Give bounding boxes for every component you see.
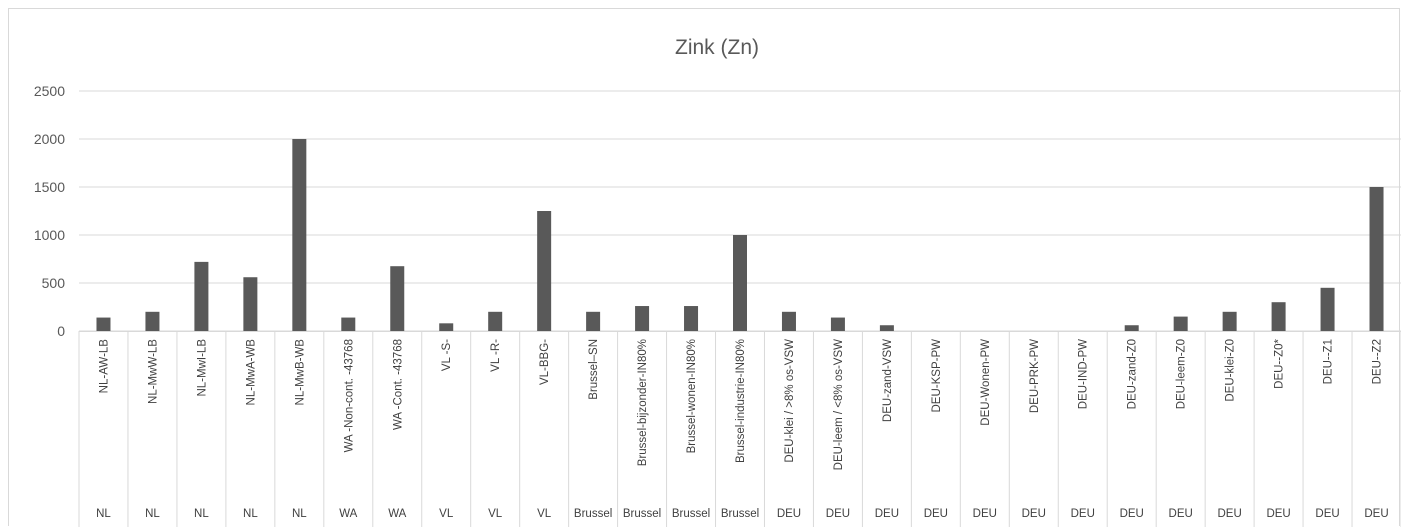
x-tick-label: DEU-klei / >8% os-VSW [784, 339, 796, 463]
x-tick-label: DEU--Z1 [1323, 339, 1335, 384]
x-tick-label: NL-MwA-WB [245, 339, 257, 406]
x-tick-label: NL-AW-LB [98, 339, 110, 394]
group-label: Brussel [721, 508, 759, 520]
bar [488, 311, 503, 331]
x-tick-label: DEU-PRK-PW [1029, 339, 1041, 413]
bar [194, 261, 209, 331]
group-label: NL [292, 508, 307, 520]
group-label: DEU [1315, 508, 1339, 520]
x-tick-label: WA -Cont. -43768 [392, 339, 404, 430]
x-tick-label: NL-MwW-LB [147, 339, 159, 404]
group-label: NL [243, 508, 258, 520]
group-label: DEU [1169, 508, 1193, 520]
chart-frame: Zink (Zn) 0 500 1000 1500 2000 2500 NL-AW-LB N… [8, 8, 1401, 527]
y-tick-label: 2500 [34, 83, 65, 99]
group-label: VL [439, 508, 454, 520]
x-tick-label: VL-BBG- [539, 339, 551, 385]
bar [1369, 187, 1384, 331]
group-label: WA [339, 508, 357, 520]
x-tick-label: WA -Non-cont. -43768 [343, 339, 355, 452]
bar [879, 325, 894, 331]
x-tick-label: DEU--Z0* [1274, 338, 1286, 388]
bar [390, 266, 405, 331]
x-tick-label: DEU-leem / <8% os-VSW [833, 339, 845, 470]
group-label: DEU [1071, 508, 1095, 520]
group-label: DEU [973, 508, 997, 520]
x-tick-label: Brussel-wonen-IN80% [686, 339, 698, 453]
group-label: NL [194, 508, 209, 520]
group-label: DEU [826, 508, 850, 520]
bar [292, 139, 307, 331]
bar [1271, 302, 1286, 331]
bar [684, 306, 699, 331]
group-label: DEU [1120, 508, 1144, 520]
x-tick-label: DEU-Wonen-PW [980, 339, 992, 426]
bar [1320, 287, 1335, 331]
bar [635, 306, 650, 331]
bar [341, 317, 356, 331]
bar [96, 317, 111, 331]
bar [733, 235, 747, 331]
x-tick-label: Brussel-industrie-IN80% [735, 339, 747, 463]
chart-title: Zink (Zn) [675, 36, 759, 59]
group-label: Brussel [574, 508, 612, 520]
group-label: DEU [924, 508, 948, 520]
bar [830, 317, 845, 331]
x-axis-tick-labels: NL-AW-LB NL-MwW-LB NL-MwI-LB NL-MwA-WB NL-Mw… [98, 338, 1383, 470]
group-label: NL [96, 508, 111, 520]
y-tick-label: 2000 [34, 131, 65, 147]
y-tick-label: 1000 [34, 227, 65, 243]
bar [1124, 325, 1139, 331]
bars [96, 139, 1384, 331]
x-tick-label: Brussel–SN [588, 339, 600, 400]
group-label: DEU [875, 508, 899, 520]
x-tick-label: DEU-IND-PW [1078, 339, 1090, 409]
x-tick-label: NL-MwB-WB [294, 339, 306, 406]
y-tick-label: 500 [42, 275, 66, 291]
bar [1222, 311, 1237, 331]
x-tick-label: Brussel-bijzonder-IN80% [637, 339, 649, 466]
bar [1173, 316, 1188, 331]
group-label: Brussel [623, 508, 661, 520]
x-tick-label: DEU-zand-VSW [882, 339, 894, 422]
group-label: DEU [1217, 508, 1241, 520]
y-axis-ticks: 0 500 1000 1500 2000 2500 [34, 83, 65, 339]
group-label: VL [537, 508, 552, 520]
bar [781, 311, 796, 331]
group-label: DEU [1266, 508, 1290, 520]
group-label: DEU [777, 508, 801, 520]
x-tick-label: VL -R- [490, 339, 502, 372]
x-tick-label: DEU-leem-Z0 [1176, 339, 1188, 409]
x-tick-label: DEU-klei-Z0 [1225, 339, 1237, 402]
group-label: WA [388, 508, 406, 520]
y-tick-label: 1500 [34, 179, 65, 195]
bar [243, 277, 258, 331]
x-tick-label: VL -S- [441, 339, 453, 371]
group-label: NL [145, 508, 160, 520]
group-label: Brussel [672, 508, 710, 520]
bar [586, 311, 601, 331]
category-axis [78, 331, 1401, 527]
y-tick-label: 0 [57, 323, 65, 339]
group-labels: NL NL NL NL NL WA WA VL VL VL Brussel Brussel Brusse… [96, 508, 1389, 520]
bar [145, 311, 160, 331]
group-label: DEU [1022, 508, 1046, 520]
bar [537, 211, 552, 331]
x-tick-label: DEU--Z2 [1372, 339, 1384, 384]
x-tick-label: DEU-KSP-PW [931, 339, 943, 413]
group-label: DEU [1364, 508, 1388, 520]
bar [439, 323, 454, 331]
group-label: VL [488, 508, 503, 520]
x-tick-label: DEU-zand-Z0 [1127, 339, 1139, 409]
x-tick-label: NL-MwI-LB [196, 339, 208, 397]
